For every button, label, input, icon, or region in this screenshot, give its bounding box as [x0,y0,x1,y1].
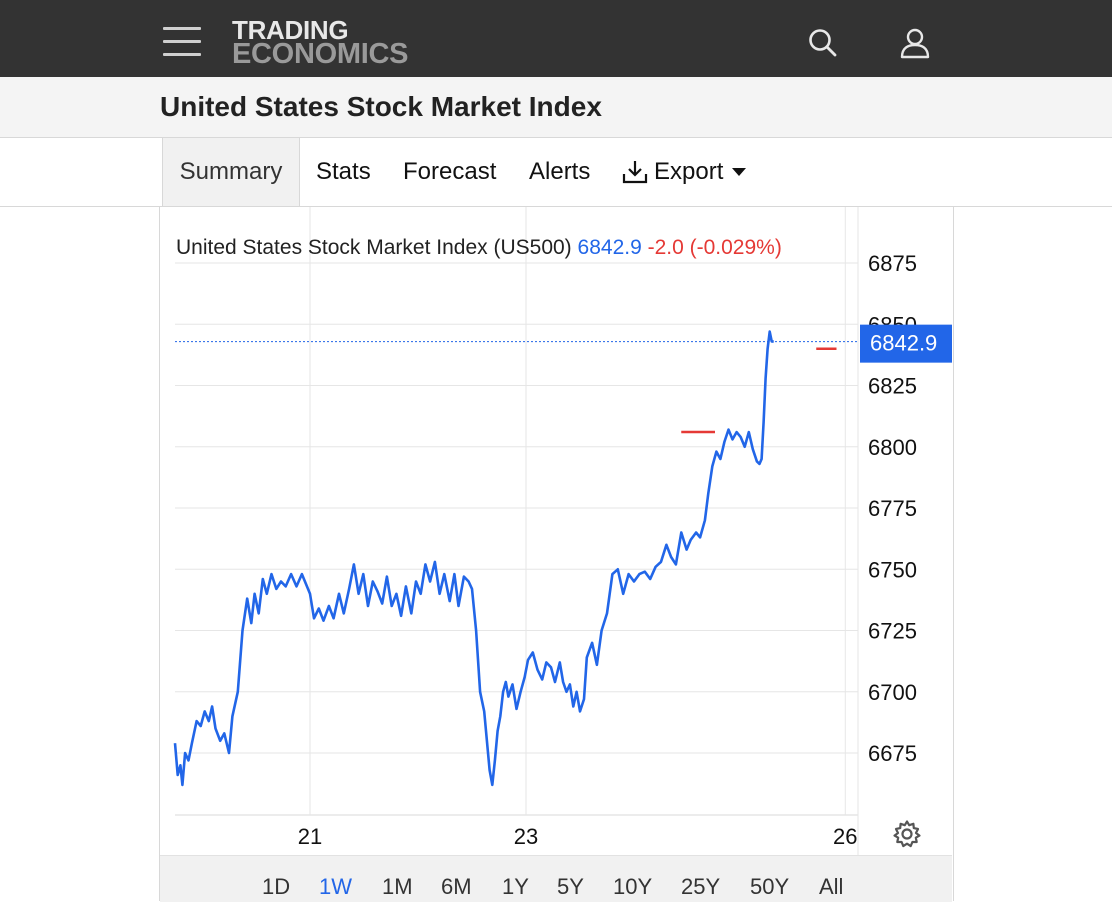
brand-logo-line2: ECONOMICS [232,38,409,70]
tab-export-label: Export [654,158,724,185]
hamburger-menu-icon[interactable] [163,27,201,57]
gear-icon[interactable] [892,819,922,849]
range-1m[interactable]: 1M [382,874,413,899]
range-1y[interactable]: 1Y [502,874,529,899]
user-icon[interactable] [898,26,932,60]
tab-summary[interactable]: Summary [162,138,300,206]
x-tick-label: 23 [514,824,538,849]
download-icon [622,161,648,184]
range-all[interactable]: All [819,874,844,899]
y-tick-label: 6725 [868,619,917,644]
tab-bar: Summary Stats Forecast Alerts Export [0,138,1112,207]
search-icon[interactable] [806,26,840,60]
range-1d[interactable]: 1D [262,874,291,899]
range-50y[interactable]: 50Y [750,874,790,899]
last-price-tag: 6842.9 [860,324,952,363]
tab-forecast[interactable]: Forecast [403,158,497,185]
chart-panel [159,207,954,901]
y-tick-label: 6700 [868,680,917,705]
y-tick-label: 6875 [868,251,917,276]
chart-series-name: United States Stock Market Index (US500) [176,236,572,259]
last-price-tag-text: 6842.9 [870,331,937,356]
chart-price: 6842.9 [577,236,642,259]
range-25y[interactable]: 25Y [681,874,721,899]
y-tick-label: 6675 [868,741,917,766]
page-title: United States Stock Market Index [160,91,602,122]
y-tick-label: 6750 [868,557,917,582]
range-6m[interactable]: 6M [441,874,472,899]
x-tick-label: 26 [833,824,857,849]
title-bar: United States Stock Market Index [0,77,1112,138]
y-tick-label: 6800 [868,435,917,460]
brand-logo-line1: TRADING [232,15,349,45]
brand-logo[interactable]: TRADING ECONOMICS [232,15,409,70]
tab-stats[interactable]: Stats [316,158,371,185]
y-tick-label: 6825 [868,374,917,399]
chart-change: -2.0 (-0.029%) [647,236,782,259]
caret-down-icon [732,168,746,176]
y-tick-label: 6775 [868,496,917,521]
range-selector-bar: 1D 1W 1M 6M 1Y 5Y 10Y 25Y 50Y All [160,855,952,902]
chart-header: United States Stock Market Index (US500)… [176,236,782,260]
tab-alerts[interactable]: Alerts [529,158,591,185]
range-1w[interactable]: 1W [319,874,352,899]
range-5y[interactable]: 5Y [557,874,584,899]
top-navigation-bar: TRADING ECONOMICS [0,0,1112,77]
series-line [173,330,774,787]
x-tick-label: 21 [298,824,322,849]
range-10y[interactable]: 10Y [613,874,653,899]
